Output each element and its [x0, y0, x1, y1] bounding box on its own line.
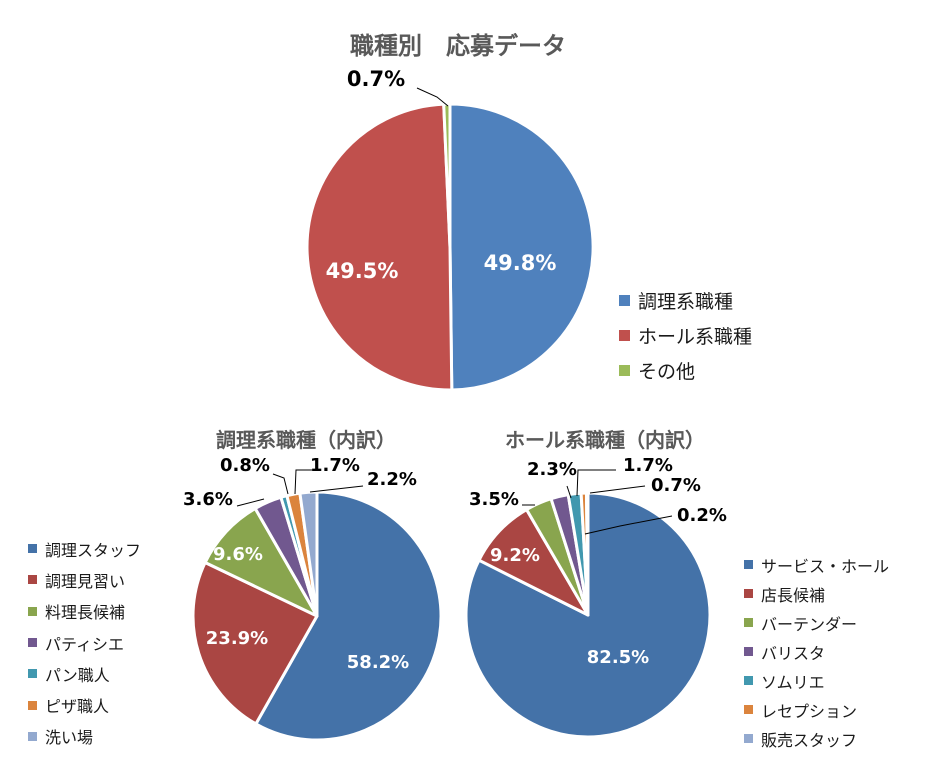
data-label: 49.5%: [326, 259, 399, 283]
legend-swatch: [28, 606, 37, 616]
legend-label: バリスタ: [761, 643, 826, 663]
legend-swatch: [619, 330, 630, 341]
leader-line: [566, 485, 572, 499]
legend-item: その他: [619, 353, 752, 388]
legend-swatch: [744, 560, 753, 569]
legend-label: ピザ職人: [45, 697, 110, 717]
leader-line: [294, 469, 312, 495]
hall-chart-title: ホール系職種（内訳）: [505, 428, 705, 452]
legend-swatch: [28, 669, 37, 679]
legend-item: ピザ職人: [28, 689, 141, 720]
cooking-pie: 58.2% 23.9% 9.6% 3.6% 0.8% 1.7% 2.2%: [183, 455, 443, 742]
legend-label: 販売スタッフ: [761, 730, 858, 750]
pie-slice: [442, 102, 452, 249]
legend-label: 調理系職種: [638, 291, 734, 313]
hall-pie: 82.5% 9.2% 3.5% 2.3% 1.7%0.7% 0.2%: [464, 455, 727, 739]
legend-item: 洗い場: [28, 721, 141, 752]
data-label: 3.6%: [183, 489, 233, 510]
legend-label: その他: [638, 361, 696, 383]
legend-swatch: [744, 647, 753, 656]
legend-label: ホール系職種: [638, 326, 753, 348]
data-label: 0.2%: [677, 505, 727, 526]
data-label: 9.2%: [490, 545, 540, 566]
legend-item: 料理長候補: [28, 596, 141, 627]
main-chart-title: 職種別 応募データ: [350, 32, 566, 60]
legend-item: ホール系職種: [619, 318, 752, 353]
data-label: 2.2%: [367, 469, 417, 490]
main-chart-legend: 調理系職種ホール系職種 その他: [619, 283, 752, 388]
cooking-chart-legend: 調理スタッフ 調理見習い料理長候補パティシエパン職人ピザ職人洗い場: [28, 533, 141, 752]
legend-label: 店長候補: [761, 585, 826, 605]
leader-line: [584, 515, 673, 535]
legend-item: バーテンダー: [744, 608, 889, 637]
hall-chart-legend: サービス・ホール 店長候補バーテンダー バリスタソムリエレセプション 販売スタッフ: [744, 550, 889, 753]
leader-line: [309, 485, 364, 493]
legend-swatch: [28, 544, 37, 554]
legend-item: 調理スタッフ: [28, 533, 141, 564]
legend-item: 店長候補: [744, 579, 889, 608]
legend-label: パン職人: [45, 665, 110, 685]
data-label: 0.7%: [651, 475, 701, 496]
leader-line: [576, 469, 616, 497]
pie-slice: [298, 490, 319, 618]
leader-line: [236, 498, 265, 507]
pie-slice: [254, 490, 443, 742]
legend-label: 料理長候補: [45, 603, 126, 623]
legend-item: レセプション: [744, 695, 889, 724]
data-label: 23.9%: [206, 628, 268, 649]
legend-swatch: [619, 365, 630, 376]
legend-swatch: [28, 638, 37, 648]
leader-line: [272, 473, 289, 495]
data-label: 2.3%: [527, 459, 577, 480]
data-label: 3.5%: [469, 489, 519, 510]
legend-label: サービス・ホール: [761, 556, 890, 576]
pie-slice: [448, 102, 595, 392]
leader-line: [416, 87, 449, 107]
legend-swatch: [744, 589, 753, 598]
data-label: 0.7%: [347, 67, 405, 91]
data-label: 1.7%: [310, 455, 360, 476]
legend-swatch: [744, 676, 753, 685]
legend-swatch: [744, 618, 753, 627]
legend-swatch: [744, 734, 753, 743]
legend-label: 洗い場: [45, 728, 94, 748]
legend-item: バリスタ: [744, 637, 889, 666]
legend-swatch: [28, 575, 37, 585]
pie-slice: [191, 561, 319, 726]
data-label: 9.6%: [213, 544, 263, 565]
data-label: 1.7%: [623, 455, 673, 476]
legend-swatch: [28, 731, 37, 741]
cooking-chart-title: 調理系職種（内訳）: [216, 428, 396, 452]
legend-item: パティシエ: [28, 627, 141, 658]
legend-label: パティシエ: [45, 634, 125, 654]
data-label: 49.8%: [484, 251, 557, 275]
legend-label: バーテンダー: [761, 614, 858, 634]
legend-item: 販売スタッフ: [744, 724, 889, 753]
legend-item: ソムリエ: [744, 666, 889, 695]
legend-swatch: [619, 295, 630, 306]
legend-label: 調理スタッフ: [45, 540, 142, 560]
data-label: 0.8%: [220, 455, 270, 476]
legend-label: ソムリエ: [761, 672, 825, 692]
legend-item: 調理系職種: [619, 283, 752, 318]
leader-line: [589, 485, 646, 494]
legend-item: サービス・ホール: [744, 550, 889, 579]
data-label: 82.5%: [587, 647, 649, 668]
legend-swatch: [28, 700, 37, 710]
main-pie: 49.8% 49.5% 0.7%: [305, 67, 595, 392]
pie-slice: [584, 491, 590, 617]
legend-item: 調理見習い: [28, 564, 141, 595]
legend-swatch: [744, 705, 753, 714]
legend-label: 調理見習い: [45, 571, 126, 591]
legend-label: レセプション: [761, 701, 858, 721]
legend-item: パン職人: [28, 658, 141, 689]
data-label: 58.2%: [347, 652, 409, 673]
pie-slice: [305, 102, 454, 392]
